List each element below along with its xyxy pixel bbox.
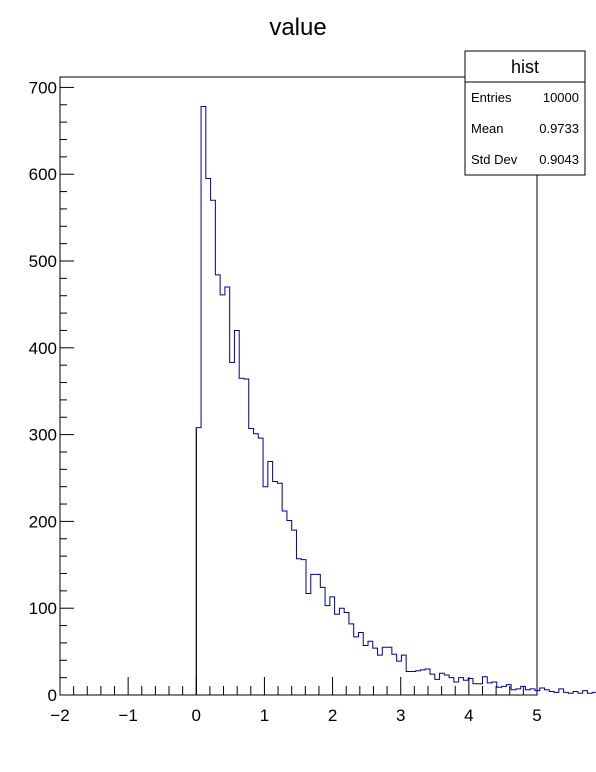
y-tick-label: 300 bbox=[29, 426, 57, 445]
stats-mean-label: Mean bbox=[471, 121, 504, 136]
y-axis-tick-labels: 0 100 200 300 400 500 600 700 bbox=[29, 78, 57, 705]
x-axis-tick-labels: −2 −1 0 1 2 3 4 5 bbox=[50, 706, 541, 725]
stats-box: hist Entries 10000 Mean 0.9733 Std Dev 0… bbox=[464, 50, 586, 176]
x-tick-label: 5 bbox=[532, 706, 541, 725]
stats-entries-value: 10000 bbox=[543, 90, 579, 105]
x-tick-label: 1 bbox=[260, 706, 269, 725]
x-axis-ticks bbox=[59, 677, 538, 695]
stats-stddev-value: 0.9043 bbox=[539, 152, 579, 167]
stats-entries-label: Entries bbox=[471, 90, 512, 105]
plot-frame bbox=[59, 76, 538, 696]
y-axis-ticks bbox=[60, 86, 74, 696]
y-tick-label: 0 bbox=[48, 686, 57, 705]
chart-title: value bbox=[269, 14, 326, 41]
y-tick-label: 700 bbox=[29, 78, 57, 97]
stats-box-frame bbox=[464, 50, 586, 176]
y-tick-label: 400 bbox=[29, 339, 57, 358]
x-tick-label: 2 bbox=[328, 706, 337, 725]
x-tick-label: −1 bbox=[118, 706, 137, 725]
y-tick-label: 100 bbox=[29, 599, 57, 618]
y-tick-label: 200 bbox=[29, 512, 57, 531]
stats-box-title: hist bbox=[511, 57, 539, 77]
y-tick-label: 500 bbox=[29, 252, 57, 271]
stats-stddev-label: Std Dev bbox=[471, 152, 518, 167]
x-tick-label: 3 bbox=[396, 706, 405, 725]
y-tick-label: 600 bbox=[29, 165, 57, 184]
x-tick-label: 0 bbox=[192, 706, 201, 725]
stats-mean-value: 0.9733 bbox=[539, 121, 579, 136]
histogram-line bbox=[195, 106, 596, 695]
x-tick-label: −2 bbox=[50, 706, 69, 725]
x-tick-label: 4 bbox=[464, 706, 473, 725]
